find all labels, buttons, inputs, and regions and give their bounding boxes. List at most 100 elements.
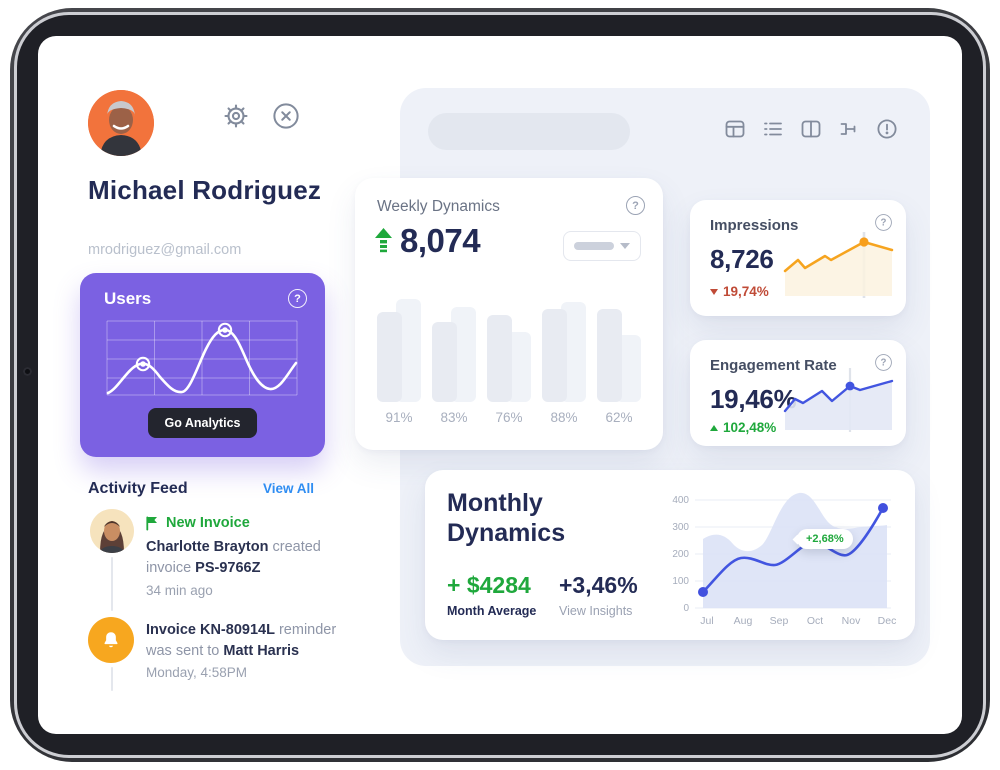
avatar-charlotte [90,509,134,553]
close-button[interactable] [270,100,302,132]
flag-icon [146,516,157,530]
end-point-marker [878,503,888,513]
start-point-marker [698,587,708,597]
bar-label: 91% [385,410,413,425]
view-toolbar [722,116,900,142]
search-bar[interactable] [428,113,630,150]
tooltip-value: +2,68% [806,533,844,545]
svg-text:Jul: Jul [700,615,713,627]
monthly-title: Monthly Dynamics [447,489,566,547]
y-axis-labels: 400 300 200 100 0 [672,495,689,614]
monthly-dynamics-card: Monthly Dynamics + $4284 Month Average +… [425,470,915,640]
weekly-dynamics-card: Weekly Dynamics ? 8,074 [355,178,663,450]
impressions-card: Impressions ? 8,726 19,74% [690,200,906,316]
feed-item-time: 34 min ago [146,583,213,598]
columns-view-button[interactable] [798,116,824,142]
feed-item-icon [88,617,134,663]
impressions-title: Impressions [710,217,799,234]
engagement-title: Engagement Rate [710,357,837,374]
bar-label: 83% [440,410,468,425]
bar-group [597,286,641,402]
svg-text:Aug: Aug [734,615,753,627]
bar-label: 88% [550,410,578,425]
list-view-button[interactable] [760,116,786,142]
bell-icon [104,632,118,648]
close-icon [273,103,299,129]
bar-label: 62% [605,410,633,425]
help-icon[interactable]: ? [875,354,892,371]
table-view-button[interactable] [722,116,748,142]
arrow-up-icon [375,228,392,253]
engagement-sparkline-chart [783,368,894,432]
flow-view-button[interactable] [836,116,862,142]
select-placeholder-pill [574,242,614,250]
table-layout-icon [725,120,745,138]
weekly-value: 8,074 [400,222,481,259]
bracket-merge-icon [840,123,856,135]
chart-tooltip: +2,68% [797,529,853,549]
engagement-value: 19,46% [710,384,797,414]
bar-group [377,286,421,402]
bar-group [432,286,476,402]
view-insights-link[interactable]: View Insights [559,604,633,618]
triangle-up-icon [710,424,718,431]
svg-text:Dec: Dec [878,615,897,627]
feed-item-text[interactable]: Invoice KN-80914L reminder was sent to M… [146,622,337,659]
front-camera [23,367,32,376]
monthly-line-chart: 400 300 200 100 0 Jul Aug Sep Oct Nov [672,492,896,627]
profile-email: mrodriguez@gmail.com [88,242,242,258]
period-select[interactable] [563,231,641,261]
app-screen: Michael Rodriguez mrodriguez@gmail.com U… [38,36,962,734]
impressions-delta: 19,74% [710,284,769,299]
users-chart-markers [135,322,233,372]
feed-item-time: Monday, 4:58PM [146,665,248,680]
month-average-label: Month Average [447,604,537,618]
alerts-button[interactable] [874,116,900,142]
avatar-illustration [88,90,154,156]
activity-feed-header: Activity Feed View All [88,480,314,498]
weekly-card-title: Weekly Dynamics [377,198,500,215]
primary-line-series [701,506,885,594]
go-analytics-button[interactable]: Go Analytics [147,408,258,438]
triangle-down-icon [710,288,718,295]
svg-text:Sep: Sep [770,615,789,627]
impressions-value: 8,726 [710,244,774,274]
settings-button[interactable] [220,100,252,132]
bar-group [487,286,531,402]
impressions-sparkline-chart [783,232,894,298]
month-average-value: + $4284 [447,572,531,598]
svg-text:Nov: Nov [842,615,861,627]
feed-item-badge: New Invoice [146,515,250,531]
svg-text:300: 300 [672,522,689,533]
engagement-rate-card: Engagement Rate ? 19,46% 102,48% [690,340,906,446]
feed-timeline-connector [110,557,113,611]
alert-circle-icon [877,119,897,139]
view-all-link[interactable]: View All [262,481,314,496]
users-card: Users ? Go Analytics [80,273,325,457]
search-input[interactable] [448,123,629,140]
weekly-bars-chart [377,286,641,402]
background-area-series [703,492,887,608]
bar-group [542,286,586,402]
activity-feed-title: Activity Feed [88,480,188,497]
svg-text:100: 100 [672,576,689,587]
x-axis-labels: Jul Aug Sep Oct Nov Dec [700,615,896,627]
users-card-title: Users [104,289,152,308]
feed-item-text[interactable]: Charlotte Brayton created invoice PS-976… [146,539,321,576]
svg-text:0: 0 [683,603,689,614]
help-icon[interactable]: ? [288,289,307,308]
svg-text:200: 200 [672,549,689,560]
gear-icon [224,104,248,128]
help-icon[interactable]: ? [875,214,892,231]
feed-item-avatar [90,509,134,553]
growth-value: +3,46% [559,572,638,598]
weekly-bar-labels: 91% 83% 76% 88% 62% [377,410,641,425]
svg-text:400: 400 [672,495,689,506]
chevron-down-icon [620,243,630,249]
feed-timeline-connector [110,667,113,691]
help-icon[interactable]: ? [626,196,645,215]
profile-name: Michael Rodriguez [88,175,322,205]
list-icon [764,122,782,136]
avatar[interactable] [88,90,154,156]
